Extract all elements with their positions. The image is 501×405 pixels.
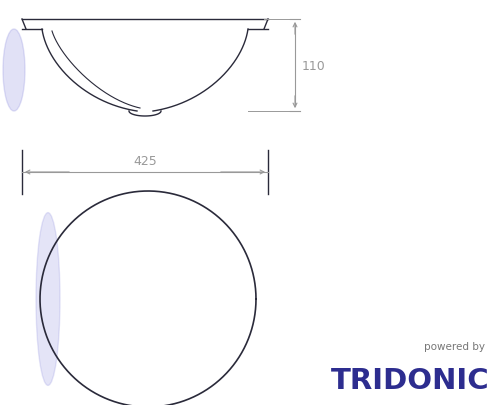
Ellipse shape [3,30,25,112]
Text: 425: 425 [133,155,157,168]
Text: 110: 110 [302,60,326,72]
Text: TRIDONIC: TRIDONIC [331,366,490,394]
Text: powered by: powered by [424,341,485,351]
Ellipse shape [36,213,60,386]
